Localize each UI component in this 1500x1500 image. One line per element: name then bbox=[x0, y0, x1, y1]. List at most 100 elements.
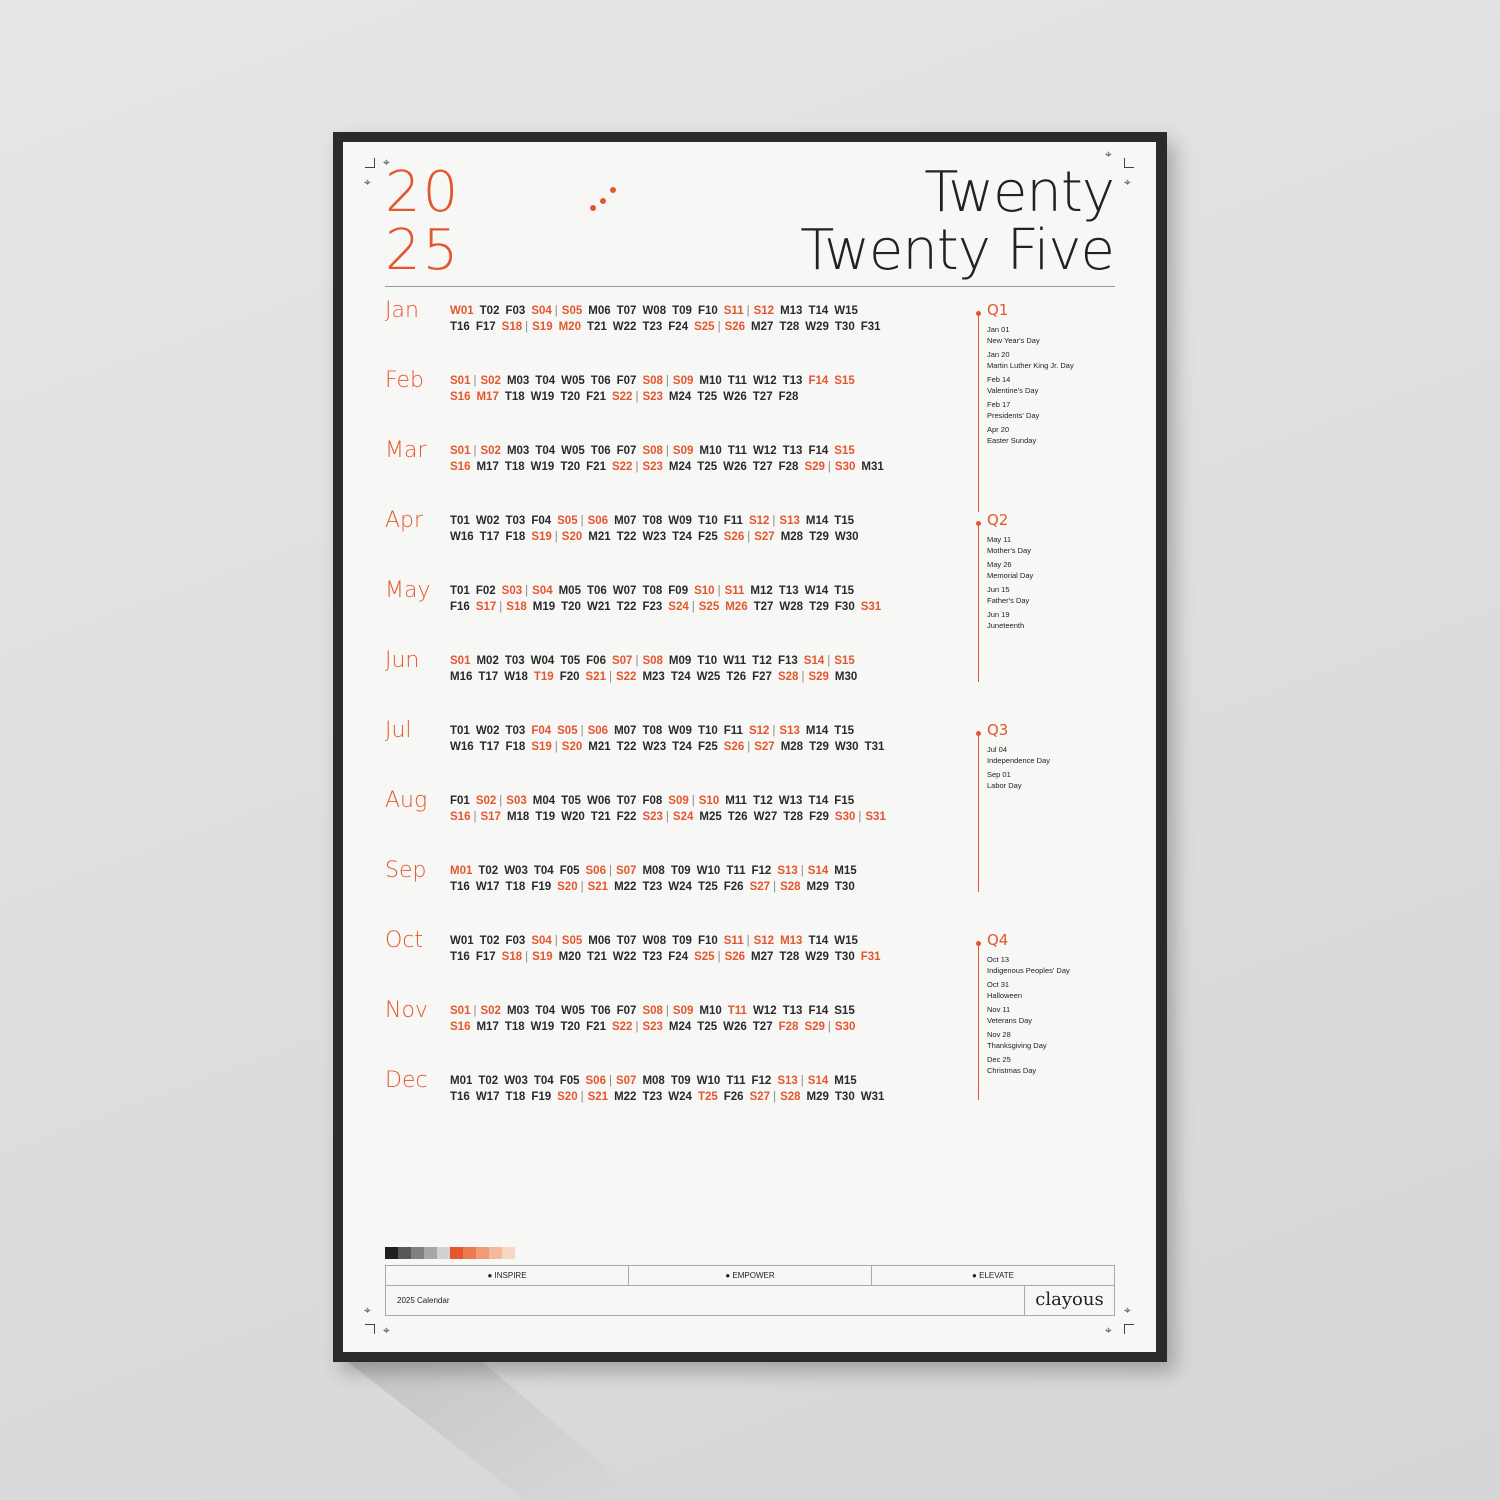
day-cell: T18 bbox=[504, 461, 525, 473]
color-palette bbox=[385, 1247, 515, 1259]
day-cell: F30 bbox=[834, 601, 855, 613]
weekend-separator: | bbox=[801, 671, 805, 683]
holiday-date: Dec 25 bbox=[987, 1055, 1011, 1064]
holiday-date: Jan 01 bbox=[987, 325, 1010, 334]
quarter-label: Q1 bbox=[987, 301, 1009, 319]
day-cell: F25 bbox=[697, 531, 718, 543]
day-cell: S31 bbox=[860, 601, 882, 613]
color-swatch bbox=[385, 1247, 398, 1259]
bullet-icon bbox=[976, 731, 981, 736]
day-cell: M01 bbox=[450, 865, 473, 877]
day-cell: T24 bbox=[670, 671, 691, 683]
day-cell: W23 bbox=[642, 531, 667, 543]
day-cell: S14 bbox=[803, 655, 825, 667]
day-cell: F23 bbox=[642, 601, 663, 613]
holiday-date: Jun 19 bbox=[987, 610, 1010, 619]
day-cell: F19 bbox=[531, 1091, 552, 1103]
day-cell: M26 bbox=[725, 601, 748, 613]
day-cell: S13 bbox=[777, 865, 798, 877]
month-label: Mar bbox=[385, 438, 427, 463]
week-line: T16 F17 S18 | S19 M20 T21 W22 T23 F24 S25 | S26 M27 T2… bbox=[450, 949, 887, 965]
day-cell: T12 bbox=[752, 795, 773, 807]
day-cell: F16 bbox=[450, 601, 470, 613]
holiday-name: Labor Day bbox=[987, 780, 1022, 790]
day-cell: S24 bbox=[668, 601, 689, 613]
holiday-name: Easter Sunday bbox=[987, 435, 1037, 445]
day-cell: W14 bbox=[804, 585, 829, 597]
color-swatch bbox=[476, 1247, 489, 1259]
week-line: W16 T17 F18 S19 | S20 M21 T22 W23 T24 F25 S26 | S27 M2… bbox=[450, 739, 890, 755]
color-swatch bbox=[463, 1247, 476, 1259]
day-cell: W12 bbox=[752, 445, 777, 457]
day-cell: F05 bbox=[559, 865, 580, 877]
day-cell: W05 bbox=[561, 445, 585, 457]
day-cell: F03 bbox=[505, 305, 526, 317]
week-line: W16 T17 F18 S19 | S20 M21 T22 W23 T24 F25 S26 | S27 M2… bbox=[450, 529, 865, 545]
day-cell: W23 bbox=[642, 741, 667, 753]
day-cell: S20 bbox=[557, 1091, 578, 1103]
day-cell: M19 bbox=[532, 601, 556, 613]
holiday-date: Jul 04 bbox=[987, 745, 1008, 754]
month-label: Aug bbox=[385, 788, 428, 813]
month-label: Dec bbox=[385, 1068, 428, 1093]
week-line: W01 T02 F03 S04 | S05 M06 T07 W08 T09 F10 S11 | S12 M1… bbox=[450, 303, 887, 319]
day-cell: F28 bbox=[778, 1021, 799, 1033]
weekend-separator: | bbox=[773, 1091, 777, 1103]
crosshair-icon: ⌖ bbox=[364, 175, 371, 189]
day-cell: F22 bbox=[616, 811, 637, 823]
day-cell: S27 bbox=[754, 741, 775, 753]
day-cell: S26 bbox=[723, 741, 745, 753]
footer-value-elevate: ● ELEVATE bbox=[972, 1271, 1014, 1280]
day-cell: M10 bbox=[699, 445, 722, 457]
day-cell: S13 bbox=[777, 1075, 798, 1087]
day-cell: M29 bbox=[806, 1091, 829, 1103]
day-cell: M08 bbox=[642, 865, 665, 877]
day-cell: W03 bbox=[504, 1075, 528, 1087]
day-cell: F24 bbox=[668, 321, 689, 333]
weekend-separator: | bbox=[772, 725, 776, 737]
day-cell: S22 bbox=[611, 1021, 633, 1033]
day-cell: M07 bbox=[614, 515, 637, 527]
footer-table: ● INSPIRE ● EMPOWER ● ELEVATE 2025 Calen… bbox=[385, 1265, 1115, 1316]
day-cell: S15 bbox=[834, 375, 855, 387]
holiday-date: Sep 01 bbox=[987, 770, 1011, 779]
holiday-name: Christmas Day bbox=[987, 1065, 1037, 1075]
week-line: S16 M17 T18 W19 T20 F21 S22 | S23 M24 T25 W26 T27 F28… bbox=[450, 459, 890, 475]
day-cell: T04 bbox=[535, 375, 556, 387]
day-cell: M28 bbox=[780, 741, 804, 753]
holiday-item: Jul 04 Independence Day bbox=[987, 745, 1050, 766]
week-line: T01 W02 T03 F04 S05 | S06 M07 T08 W09 T10 F11 S12 | S1… bbox=[450, 723, 890, 739]
day-cell: F09 bbox=[668, 585, 689, 597]
crop-mark-icon bbox=[365, 158, 375, 168]
month-days: W01 T02 F03 S04 | S05 M06 T07 W08 T09 F10 S11 | S12 M1… bbox=[450, 303, 887, 335]
day-cell: S13 bbox=[779, 515, 800, 527]
day-cell: S29 bbox=[804, 1021, 825, 1033]
day-cell: M03 bbox=[506, 445, 530, 457]
quarter-label: Q2 bbox=[987, 511, 1009, 529]
day-cell: F31 bbox=[860, 951, 881, 963]
quarter-label: Q3 bbox=[987, 721, 1009, 739]
holiday-date: May 26 bbox=[987, 560, 1012, 569]
day-cell: T25 bbox=[697, 881, 718, 893]
day-cell: T26 bbox=[727, 811, 748, 823]
day-cell: T15 bbox=[834, 725, 855, 737]
week-line: S01 | S02 M03 T04 W05 T06 F07 S08 | S09 M10 T11 W12 T1… bbox=[450, 443, 890, 459]
day-cell: T06 bbox=[590, 375, 611, 387]
day-cell: M25 bbox=[699, 811, 722, 823]
day-cell: M10 bbox=[699, 375, 722, 387]
day-cell: W12 bbox=[752, 375, 777, 387]
day-cell: T22 bbox=[616, 741, 637, 753]
day-cell: W22 bbox=[612, 951, 637, 963]
day-cell: S04 bbox=[532, 585, 553, 597]
title-line-1: Twenty bbox=[924, 160, 1115, 225]
holiday-name: Memorial Day bbox=[987, 570, 1034, 580]
day-cell: S12 bbox=[748, 725, 770, 737]
weekend-separator: | bbox=[473, 811, 477, 823]
day-cell: S20 bbox=[561, 741, 583, 753]
day-cell: F29 bbox=[809, 811, 829, 823]
footer-caption: 2025 Calendar bbox=[397, 1296, 450, 1305]
day-cell: S24 bbox=[672, 811, 694, 823]
holiday-date: May 11 bbox=[987, 535, 1012, 544]
day-cell: T11 bbox=[726, 865, 746, 877]
day-cell: S23 bbox=[642, 391, 663, 403]
